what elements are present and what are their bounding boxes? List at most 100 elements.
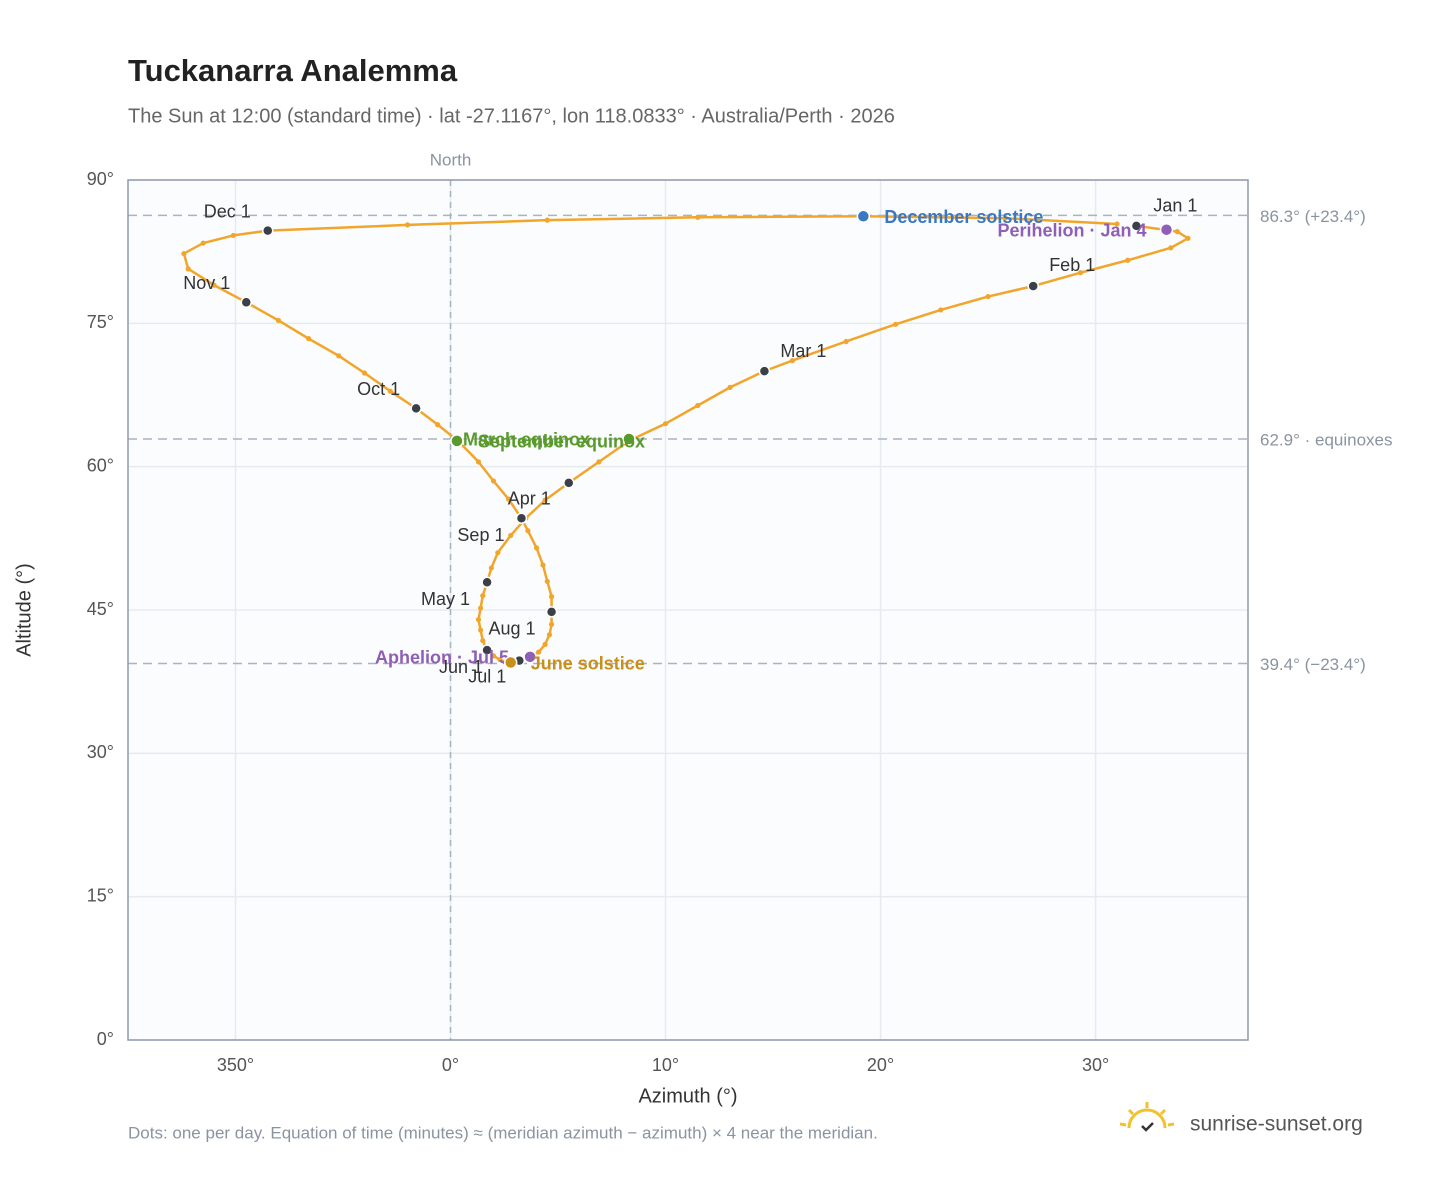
day-dot: [497, 657, 503, 663]
day-dot: [387, 388, 393, 394]
event-label: June solstice: [531, 653, 645, 673]
month-marker: [240, 296, 253, 309]
day-dot: [544, 217, 550, 223]
day-dot: [536, 649, 542, 655]
x-tick-label: 20°: [867, 1055, 894, 1075]
day-dot: [185, 266, 191, 272]
day-dot: [230, 232, 236, 239]
month-marker: [481, 644, 493, 656]
day-dot: [546, 632, 553, 638]
day-dot: [1168, 245, 1174, 251]
day-dot: [525, 528, 531, 534]
month-label: Oct 1: [357, 379, 400, 399]
month-marker: [410, 402, 422, 415]
y-tick-label: 15°: [87, 885, 114, 905]
day-dot: [480, 593, 486, 599]
day-dot: [938, 307, 944, 313]
event-marker: [450, 434, 464, 448]
day-dot: [361, 370, 368, 376]
reference-label: 86.3° (+23.4°): [1260, 207, 1366, 226]
day-dot: [1002, 215, 1008, 221]
y-tick-label: 0°: [97, 1029, 114, 1049]
day-dot: [404, 222, 411, 228]
month-label: Aug 1: [489, 619, 536, 639]
chart-title: Tuckanarra Analemma: [128, 53, 458, 88]
day-dot: [1114, 221, 1120, 227]
plot-border: [127, 179, 1249, 1041]
x-tick-label: 350°: [217, 1055, 254, 1075]
day-dot: [306, 336, 312, 342]
x-tick-label: 10°: [652, 1055, 679, 1075]
north-label: North: [430, 150, 472, 169]
day-dot: [542, 497, 548, 503]
month-label: Nov 1: [183, 273, 230, 293]
month-marker: [545, 606, 558, 618]
month-label: Sep 1: [457, 525, 504, 545]
day-dot: [533, 545, 540, 551]
day-dot: [475, 616, 482, 623]
month-label: Mar 1: [780, 341, 826, 361]
day-dot: [495, 550, 501, 556]
day-dot: [490, 478, 497, 484]
day-dot: [480, 637, 486, 644]
y-axis-label: Altitude (°): [13, 563, 35, 657]
month-marker: [515, 512, 528, 525]
day-dot: [548, 621, 555, 627]
y-tick-label: 30°: [87, 742, 114, 762]
day-dot: [892, 321, 899, 327]
month-marker: [481, 576, 493, 589]
month-label: Feb 1: [1049, 255, 1095, 275]
x-axis-label: Azimuth (°): [638, 1085, 737, 1107]
brand: sunrise-sunset.org: [1190, 1113, 1363, 1136]
event-label: March equinox: [463, 430, 590, 450]
event-label: Perihelion · Jan 4: [997, 220, 1146, 240]
day-dot: [544, 578, 550, 584]
day-dot: [985, 293, 991, 300]
day-dot: [843, 338, 849, 345]
day-dot: [596, 459, 602, 465]
event-marker: [622, 432, 636, 446]
month-marker: [1130, 220, 1143, 232]
month-marker: [563, 477, 575, 489]
day-dot: [200, 240, 206, 246]
event-marker: [503, 655, 518, 670]
day-dot: [542, 641, 548, 648]
reference-label: 39.4° (−23.4°): [1260, 655, 1366, 674]
reference-label: 62.9° · equinoxes: [1260, 430, 1393, 449]
x-tick-label: 0°: [442, 1055, 459, 1075]
x-tick-label: 30°: [1082, 1055, 1109, 1075]
month-label: Dec 1: [204, 201, 251, 221]
month-label: May 1: [421, 589, 470, 609]
y-tick-label: 90°: [87, 169, 114, 189]
day-dot: [505, 496, 512, 502]
month-label: Jun 1: [439, 657, 483, 677]
day-dot: [478, 605, 484, 611]
chart-subtitle: The Sun at 12:00 (standard time) · lat -…: [128, 105, 895, 127]
month-marker: [262, 224, 274, 237]
day-dot: [475, 459, 482, 465]
month-marker: [758, 365, 771, 377]
day-dot: [695, 214, 701, 220]
event-marker: [1159, 222, 1174, 237]
event-label: September equinox: [478, 432, 645, 452]
day-dot: [508, 532, 514, 539]
y-tick-label: 60°: [87, 455, 114, 475]
day-dot: [662, 421, 669, 427]
footnote: Dots: one per day. Equation of time (min…: [128, 1123, 878, 1142]
day-dot: [211, 282, 217, 288]
day-dot: [435, 422, 441, 428]
day-dot: [1174, 229, 1180, 235]
event-label: Aphelion · Jul 5: [375, 648, 509, 668]
event-marker: [856, 209, 871, 224]
day-dot: [548, 594, 555, 600]
day-dot: [336, 353, 342, 359]
day-dot: [478, 627, 484, 633]
day-dot: [695, 402, 701, 409]
month-label: Apr 1: [508, 489, 551, 509]
event-label: December solstice: [884, 207, 1043, 227]
month-marker: [1027, 280, 1039, 292]
day-dot: [540, 562, 546, 568]
day-dot: [789, 358, 795, 364]
